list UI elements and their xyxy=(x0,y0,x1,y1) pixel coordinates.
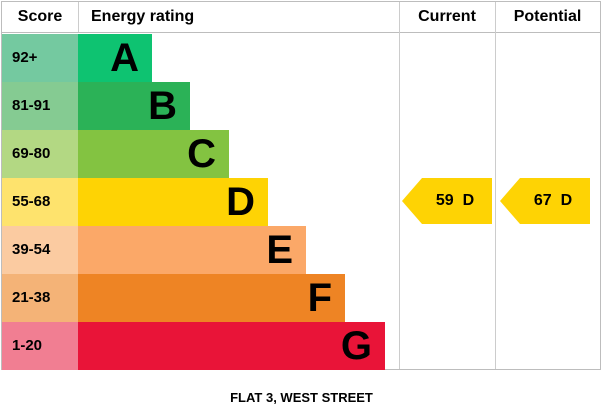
band-bar-b: B xyxy=(78,82,190,130)
band-bar-d: D xyxy=(78,178,268,226)
energy-rating-column-header: Energy rating xyxy=(78,2,399,32)
score-range-g: 1-20 xyxy=(2,322,78,370)
potential-rating-band: D xyxy=(560,192,573,209)
band-row-e: 39-54 E xyxy=(2,226,399,274)
score-column-header: Score xyxy=(17,8,63,25)
band-row-b: 81-91 B xyxy=(2,82,399,130)
current-rating-arrow: 59 D xyxy=(402,178,492,224)
band-bar-f: F xyxy=(78,274,345,322)
epc-table: Score Energy rating Current Potential 92… xyxy=(1,1,601,370)
table-header: Score Energy rating Current Potential xyxy=(2,2,600,33)
property-address-caption: FLAT 3, WEST STREET xyxy=(230,390,373,405)
score-range-e: 39-54 xyxy=(2,226,78,274)
score-range-f: 21-38 xyxy=(2,274,78,322)
current-column-divider xyxy=(399,2,400,369)
epc-chart: Score Energy rating Current Potential 92… xyxy=(1,1,601,405)
band-bar-a: A xyxy=(78,34,152,82)
potential-rating-arrow: 67 D xyxy=(500,178,590,224)
potential-column-divider xyxy=(495,2,496,369)
potential-rating-value: 67 xyxy=(533,192,552,209)
score-range-b: 81-91 xyxy=(2,82,78,130)
current-rating-band: D xyxy=(462,192,475,209)
band-bar-g: G xyxy=(78,322,385,370)
band-row-d: 55-68 D xyxy=(2,178,399,226)
score-range-c: 69-80 xyxy=(2,130,78,178)
potential-column-header: Potential xyxy=(513,8,582,25)
score-range-a: 92+ xyxy=(2,34,78,82)
current-rating-value: 59 xyxy=(435,192,454,209)
current-column-header: Current xyxy=(418,8,476,25)
band-bar-c: C xyxy=(78,130,229,178)
band-row-a: 92+ A xyxy=(2,34,399,82)
band-row-f: 21-38 F xyxy=(2,274,399,322)
band-row-g: 1-20 G xyxy=(2,322,399,370)
rating-bands: 92+ A 81-91 B 69-80 C 55-68 D 39-54 E 21… xyxy=(2,34,399,370)
score-range-d: 55-68 xyxy=(2,178,78,226)
band-row-c: 69-80 C xyxy=(2,130,399,178)
band-bar-e: E xyxy=(78,226,306,274)
